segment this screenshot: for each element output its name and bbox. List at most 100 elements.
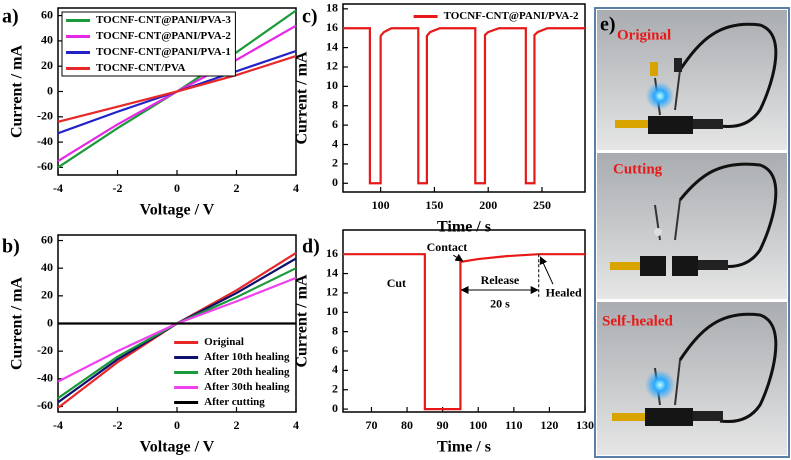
legend: TOCNF-CNT@PANI/PVA-2 xyxy=(413,10,579,22)
x-axis-label: Voltage / V xyxy=(140,202,215,219)
y-tick-label: 60 xyxy=(41,7,53,21)
x-tick-label: 250 xyxy=(533,198,551,212)
y-axis-label: Current / mA xyxy=(294,51,311,144)
legend: TOCNF-CNT@PANI/PVA-3 TOCNF-CNT@PANI/PVA-2… xyxy=(61,11,236,77)
plot-frame xyxy=(342,3,586,193)
x-tick-label: -2 xyxy=(113,181,123,195)
annotation-arrow xyxy=(539,256,554,285)
panel-label: d) xyxy=(302,236,320,258)
photo xyxy=(597,10,787,150)
x-tick-label: 4 xyxy=(293,181,299,195)
legend-label: Original xyxy=(204,336,244,348)
y-tick-label: 12 xyxy=(326,59,338,73)
y-tick-label: 12 xyxy=(326,285,338,299)
legend-label: After 30th healing xyxy=(204,381,290,393)
x-tick-label: 4 xyxy=(293,418,299,432)
annotation: 20 s xyxy=(490,296,510,310)
y-tick-label: 40 xyxy=(41,33,53,47)
legend-frame xyxy=(61,11,236,77)
x-tick-label: 200 xyxy=(479,198,497,212)
y-axis-label: Current / mA xyxy=(9,45,26,138)
y-tick-label: 0 xyxy=(332,401,338,415)
y-tick-label: 60 xyxy=(41,232,53,246)
annotation: Healed xyxy=(546,286,582,300)
y-tick-label: -20 xyxy=(37,109,53,123)
legend-label: TOCNF-CNT@PANI/PVA-2 xyxy=(96,30,231,42)
y-tick-label: 4 xyxy=(332,362,338,376)
legend-label: After 20th healing xyxy=(204,366,290,378)
x-tick-label: 120 xyxy=(540,418,558,432)
x-tick-label: 2 xyxy=(234,181,240,195)
data-line xyxy=(343,253,585,411)
y-tick-label: 6 xyxy=(332,117,338,131)
legend-label: TOCNF-CNT@PANI/PVA-3 xyxy=(96,14,231,26)
annotation: Contact xyxy=(427,240,468,254)
y-tick-label: 0 xyxy=(47,83,53,97)
y-tick-label: 20 xyxy=(41,288,53,302)
x-tick-label: 130 xyxy=(576,418,594,432)
legend-label: After 10th healing xyxy=(204,351,290,363)
y-axis-label: Current / mA xyxy=(294,274,311,367)
panel-label: b) xyxy=(2,236,20,258)
legend-label: After cutting xyxy=(204,396,265,408)
y-tick-label: 16 xyxy=(326,246,338,260)
data-line xyxy=(57,55,297,123)
y-tick-label: -40 xyxy=(37,134,53,148)
x-tick-label: -2 xyxy=(113,418,123,432)
annotation: Cut xyxy=(387,276,406,290)
y-tick-label: 2 xyxy=(332,156,338,170)
x-tick-label: 100 xyxy=(469,418,487,432)
y-tick-label: -60 xyxy=(37,159,53,173)
data-line xyxy=(343,27,585,185)
x-tick-label: 100 xyxy=(372,198,390,212)
y-tick-label: -40 xyxy=(37,371,53,385)
photo xyxy=(597,302,787,455)
x-tick-label: -4 xyxy=(53,418,63,432)
panel-label: a) xyxy=(2,6,19,28)
y-tick-label: 10 xyxy=(326,304,338,318)
y-tick-label: -60 xyxy=(37,398,53,412)
y-tick-label: 0 xyxy=(332,175,338,189)
x-tick-label: 0 xyxy=(174,418,180,432)
x-tick-label: 150 xyxy=(425,198,443,212)
y-tick-label: 20 xyxy=(41,58,53,72)
annotation-arrow xyxy=(453,253,464,262)
x-tick-label: 90 xyxy=(437,418,449,432)
x-axis-label: Time / s xyxy=(437,439,491,456)
x-tick-label: 110 xyxy=(505,418,522,432)
x-tick-label: -4 xyxy=(53,181,63,195)
x-tick-label: 2 xyxy=(234,418,240,432)
x-tick-label: 80 xyxy=(401,418,413,432)
legend-label: TOCNF-CNT/PVA xyxy=(96,62,185,74)
y-tick-label: 14 xyxy=(326,265,338,279)
y-tick-label: 2 xyxy=(332,381,338,395)
legend: Original After 10th healing After 20th hea… xyxy=(174,336,290,408)
photo xyxy=(597,153,787,299)
data-line xyxy=(57,267,297,400)
panel-label: e) xyxy=(600,14,616,36)
annotation: Release xyxy=(481,273,520,287)
photo-caption: Self-healed xyxy=(602,313,673,329)
y-tick-label: 6 xyxy=(332,343,338,357)
legend-label: TOCNF-CNT@PANI/PVA-2 xyxy=(444,10,579,22)
panel-label: c) xyxy=(302,6,318,28)
y-axis-label: Current / mA xyxy=(9,277,26,370)
x-axis-label: Voltage / V xyxy=(140,439,215,456)
legend-label: TOCNF-CNT@PANI/PVA-1 xyxy=(96,46,231,58)
y-tick-label: 40 xyxy=(41,260,53,274)
x-axis-label: Time / s xyxy=(437,219,491,236)
x-tick-label: 70 xyxy=(365,418,377,432)
y-tick-label: 16 xyxy=(326,20,338,34)
y-tick-label: 10 xyxy=(326,78,338,92)
y-tick-label: 14 xyxy=(326,39,338,53)
y-tick-label: 18 xyxy=(326,1,338,15)
y-tick-label: 8 xyxy=(332,323,338,337)
y-tick-label: 4 xyxy=(332,136,338,150)
y-tick-label: 0 xyxy=(47,315,53,329)
plot-frame xyxy=(342,229,586,413)
photo-panel: e) Original Cutting Self-healed xyxy=(594,7,790,458)
x-tick-label: 0 xyxy=(174,181,180,195)
photo-caption: Cutting xyxy=(613,161,663,177)
photo-caption: Original xyxy=(617,27,671,43)
